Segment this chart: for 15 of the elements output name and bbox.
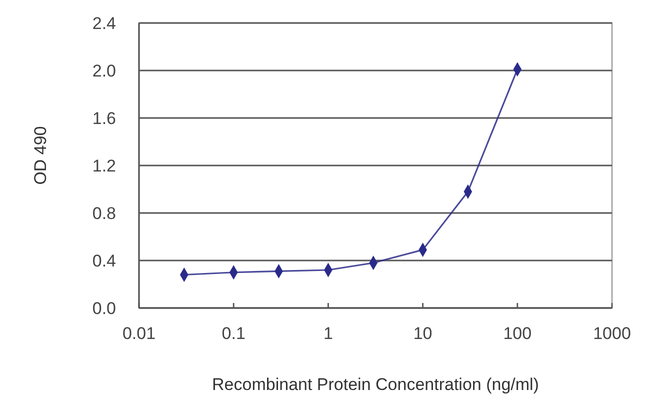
y-tick-label: 1.6	[92, 108, 116, 128]
x-tick-label: 1000	[593, 324, 631, 343]
y-tick-label: 2.4	[92, 14, 116, 33]
y-tick-label: 1.2	[92, 156, 116, 176]
x-tick-label: 1	[323, 324, 333, 343]
y-tick-label: 0.8	[92, 204, 116, 223]
x-tick-label: 0.01	[122, 324, 156, 343]
x-tick-label: 100	[503, 324, 532, 343]
y-tick-label: 0.0	[92, 298, 116, 318]
y-axis-title: OD 490	[31, 126, 50, 185]
x-axis-title: Recombinant Protein Concentration (ng/ml)	[212, 375, 539, 394]
y-tick-label: 2.0	[92, 61, 116, 80]
x-tick-label: 10	[413, 324, 432, 343]
y-tick-label: 0.4	[92, 251, 116, 270]
x-tick-label: 0.1	[222, 324, 246, 343]
